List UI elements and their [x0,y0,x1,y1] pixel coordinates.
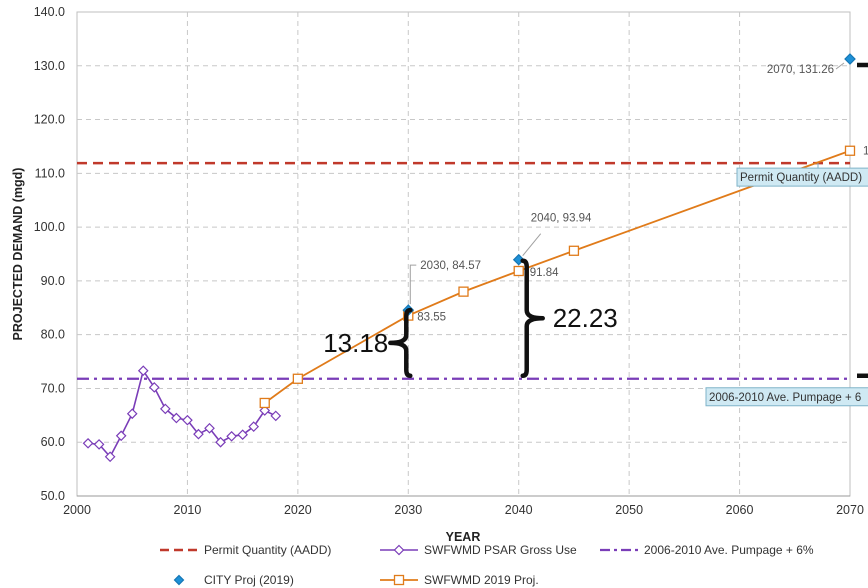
psar-point [215,436,226,448]
brace-2030 [388,307,413,379]
axes: 50.0 60.0 70.0 80.0 90.0 100.0 110.0 120.0 130.0… [11,5,864,544]
annotations: 2030, 84.57 2040, 93.94 2070, 131.26 83.55 9… [323,62,868,407]
permit-callout-text: Permit Quantity (AADD) [740,172,862,184]
legend-label: Permit Quantity (AADD) [204,543,331,557]
data-label: 1 [863,146,868,158]
psar-point [237,429,248,441]
x-tick-label: 2060 [726,503,754,517]
legend-marker [393,544,405,556]
leader-line [835,62,845,70]
data-label: 83.55 [417,312,446,324]
psar-point [148,382,160,393]
bracket-label: 22.23 [553,303,618,333]
legend-marker [393,574,405,586]
leader-line [522,233,542,257]
y-tick-label: 130.0 [34,59,65,73]
x-tick-label: 2030 [394,503,422,517]
psar-point [126,408,138,420]
legend-label: SWFWMD PSAR Gross Use [424,543,577,557]
swfwmd-2019-point [292,373,304,384]
x-axis-title: YEAR [446,530,481,544]
x-tick-label: 2070 [836,503,864,517]
legend-item: 2006-2010 Ave. Pumpage + 6% [600,543,814,557]
y-axis-title: PROJECTED DEMAND (mgd) [11,168,25,341]
swfwmd-2019-point [513,265,524,277]
x-tick-label: 2040 [505,503,533,517]
legend-item: SWFWMD PSAR Gross Use [380,543,577,557]
data-label: 2030, 84.57 [420,260,481,272]
reference-lines [77,161,850,380]
legend-item: SWFWMD 2019 Proj. [380,573,539,587]
y-tick-label: 100.0 [34,220,65,234]
pumpage-callout-text: 2006-2010 Ave. Pumpage + 6 [709,392,861,404]
psar-point [115,430,127,442]
data-label: 91.84 [530,267,559,279]
swfwmd-2019-point [259,397,270,409]
psar-gross-use-line [87,368,277,459]
psar-point [259,405,271,416]
y-tick-label: 140.0 [34,5,65,19]
psar-point [171,412,182,424]
swfwmd-2019-point [568,245,580,256]
x-tick-label: 2010 [174,503,202,517]
psar-point [159,403,171,415]
y-tick-label: 60.0 [41,435,65,449]
legend-label: CITY Proj (2019) [204,573,294,587]
psar-point [193,428,204,440]
brace-2040 [520,258,545,379]
y-tick-label: 70.0 [41,381,65,395]
data-label: 2070, 131.26 [767,64,834,76]
y-tick-label: 90.0 [41,274,65,288]
leader-line [409,264,417,305]
y-tick-label: 80.0 [41,328,65,342]
grid [76,11,851,497]
x-tick-label: 2000 [63,503,91,517]
legend-label: SWFWMD 2019 Proj. [424,573,539,587]
psar-point [270,410,282,422]
legend: Permit Quantity (AADD) SWFWMD PSAR Gross … [160,543,814,587]
psar-point [182,414,193,426]
city-proj-point [844,53,856,65]
swfwmd-2019-point [844,145,856,156]
x-tick-label: 2020 [284,503,312,517]
y-tick-label: 120.0 [34,113,65,127]
psar-point [137,365,149,377]
legend-label: 2006-2010 Ave. Pumpage + 6% [644,543,814,557]
psar-point [104,451,116,463]
psar-point [248,421,260,432]
legend-marker [173,574,185,586]
pumpage-callout-box [705,387,868,407]
legend-item: CITY Proj (2019) [173,573,294,587]
swfwmd-2019-point [458,286,469,297]
psar-point [204,422,215,434]
psar-point [93,439,105,450]
permit-callout-box [736,167,868,187]
data-label: 2040, 93.94 [531,213,592,225]
bracket-label: 13.18 [323,328,388,358]
plot-frame [76,11,851,497]
x-tick-label: 2050 [615,503,643,517]
psar-point [82,437,94,449]
legend-item: Permit Quantity (AADD) [160,543,331,557]
psar-point [226,430,237,442]
series [82,53,856,463]
y-tick-label: 110.0 [35,166,65,180]
y-tick-label: 50.0 [41,489,65,503]
